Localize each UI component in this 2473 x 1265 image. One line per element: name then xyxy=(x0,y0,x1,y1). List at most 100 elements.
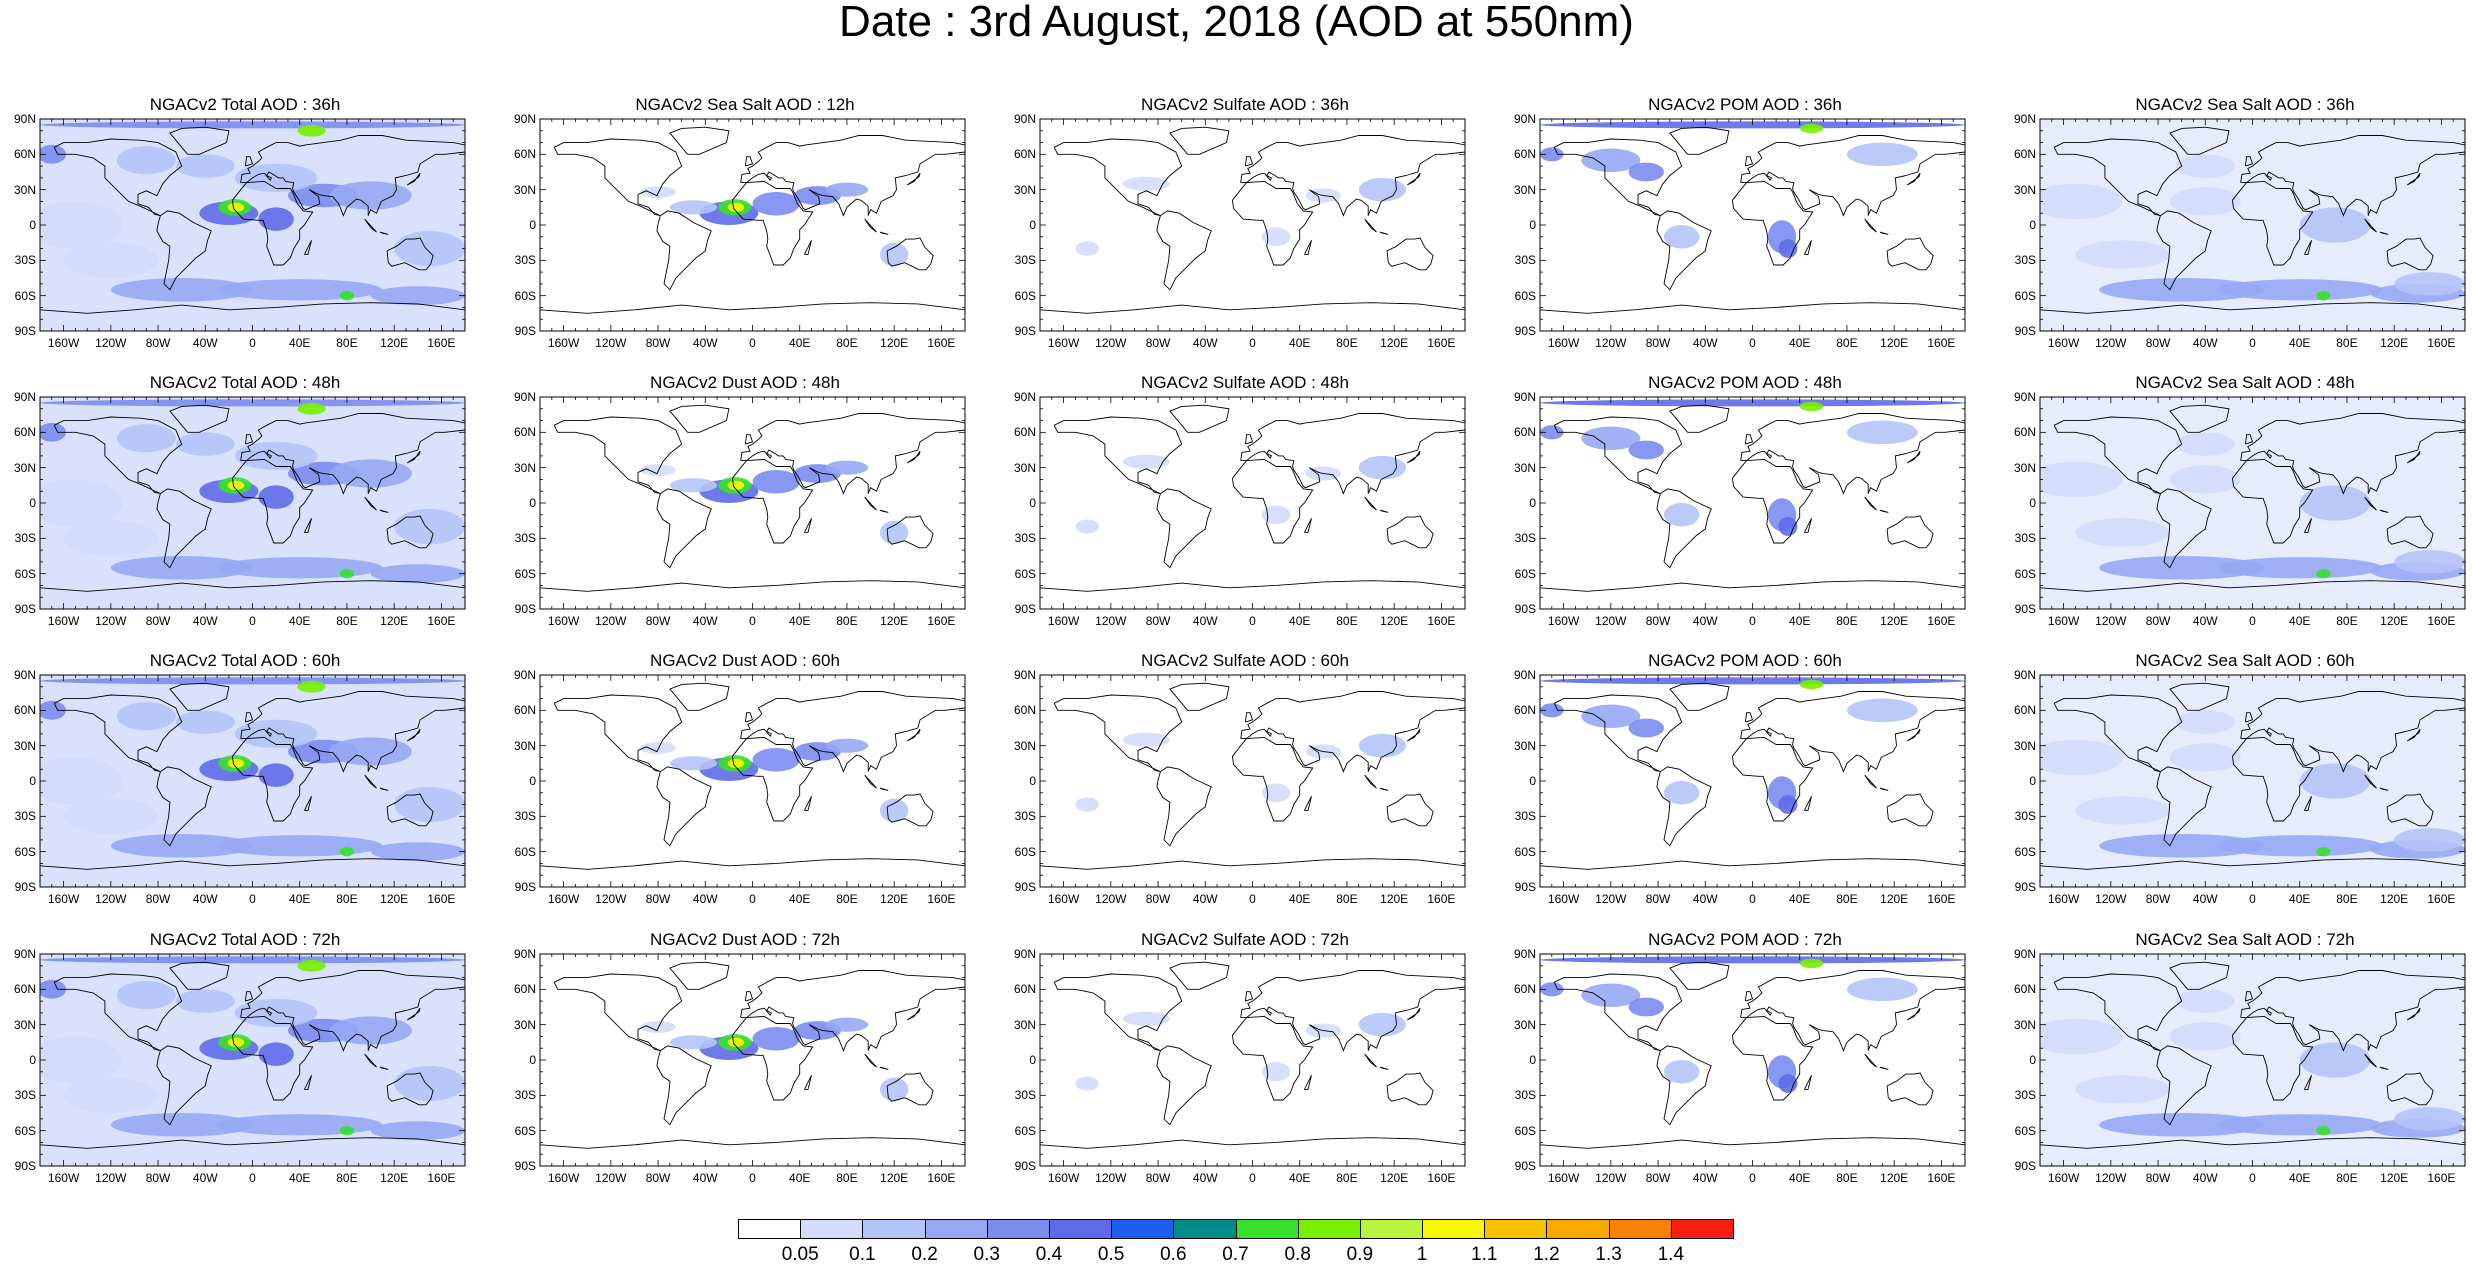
lon-tick-label: 120W xyxy=(95,1171,127,1185)
lon-tick-label: 80E xyxy=(1836,1171,1858,1185)
coastline xyxy=(1053,973,1183,1052)
colorbar-label: 0.3 xyxy=(973,1244,1000,1265)
colorbar-label: 0.6 xyxy=(1160,1244,1187,1265)
lat-tick-label: 60S xyxy=(2014,566,2036,581)
aod-plume xyxy=(1358,177,1406,202)
coastline xyxy=(169,126,230,155)
aod-plume xyxy=(669,1035,718,1050)
coastline xyxy=(740,135,965,217)
colorbar-label: 1.3 xyxy=(1595,1244,1622,1265)
aod-plume xyxy=(227,758,245,769)
lon-tick-label: 160E xyxy=(1427,614,1456,628)
aod-plume xyxy=(329,737,412,766)
lon-tick-label: 0 xyxy=(1249,1171,1256,1185)
coastline xyxy=(1731,736,1814,822)
coastline xyxy=(1053,138,1183,217)
lon-tick-label: 160W xyxy=(547,892,580,906)
aod-plume xyxy=(1846,142,1918,167)
coastline xyxy=(1740,970,1965,1052)
aod-plume xyxy=(2169,187,2241,216)
lat-tick-label: 60S xyxy=(14,566,36,581)
aod-plume xyxy=(2217,557,2383,579)
coastline xyxy=(231,736,314,822)
lat-tick-label: 90S xyxy=(514,1159,536,1173)
colorbar-label: 0.8 xyxy=(1284,1244,1311,1265)
aod-plume xyxy=(110,556,253,580)
lon-tick-label: 160E xyxy=(927,892,956,906)
lon-tick-label: 40E xyxy=(789,614,811,628)
lon-tick-label: 120W xyxy=(1095,614,1127,628)
coastline xyxy=(1744,712,1754,723)
lon-tick-label: 40W xyxy=(2192,614,2218,628)
lat-tick-label: 0 xyxy=(529,496,536,510)
aod-plume xyxy=(1075,1076,1100,1091)
coastline xyxy=(744,434,754,445)
coastline xyxy=(740,970,965,1052)
lat-tick-label: 30S xyxy=(1514,1088,1536,1103)
coastline xyxy=(379,1066,389,1070)
lon-tick-label: 80W xyxy=(2145,1171,2171,1185)
lon-tick-label: 120E xyxy=(380,336,409,350)
coastline xyxy=(540,1137,965,1149)
colorbar xyxy=(738,1219,1734,1239)
coastline xyxy=(740,413,965,495)
lat-tick-label: 30N xyxy=(1013,460,1036,475)
coastline xyxy=(1744,434,1754,445)
coastline xyxy=(1303,518,1312,533)
aod-plume xyxy=(217,1114,383,1136)
aod-plume xyxy=(2299,1042,2371,1078)
lon-tick-label: 80W xyxy=(645,614,671,628)
coastline xyxy=(2406,450,2421,464)
coastline xyxy=(1364,1053,1377,1068)
lat-tick-label: 30S xyxy=(1514,809,1536,824)
panel-title: NGACv2 Sulfate AOD : 72h xyxy=(1141,930,1349,949)
lat-tick-label: 30S xyxy=(1014,809,1036,824)
lon-tick-label: 40E xyxy=(1789,1171,1811,1185)
lon-tick-label: 160E xyxy=(427,614,456,628)
aod-plume xyxy=(1663,1060,1700,1084)
aod-plume xyxy=(217,279,383,301)
coastline xyxy=(1553,138,1683,217)
coastline xyxy=(1553,973,1683,1052)
aod-plume xyxy=(2175,432,2235,456)
coastline xyxy=(553,694,683,773)
coastline xyxy=(2406,728,2421,742)
aod-plume xyxy=(227,480,245,491)
coastline xyxy=(364,774,377,789)
aod-plume xyxy=(227,1037,245,1048)
world-map xyxy=(1039,953,1466,1167)
lat-tick-label: 0 xyxy=(1529,774,1536,788)
lon-tick-label: 40W xyxy=(2192,892,2218,906)
coastline xyxy=(244,712,254,723)
lon-tick-label: 40W xyxy=(192,614,218,628)
coastline xyxy=(386,515,434,549)
lon-tick-label: 40W xyxy=(1692,614,1718,628)
lat-tick-label: 30S xyxy=(2014,809,2036,824)
aod-plume xyxy=(234,163,318,193)
lon-tick-label: 40W xyxy=(192,1171,218,1185)
aod-plume xyxy=(116,146,176,175)
lat-tick-label: 90N xyxy=(2013,390,2036,404)
aod-plume xyxy=(2040,1018,2123,1055)
lon-tick-label: 40E xyxy=(2289,1171,2311,1185)
lat-tick-label: 30N xyxy=(13,1017,36,1032)
lon-tick-label: 80E xyxy=(836,1171,858,1185)
lon-tick-label: 160W xyxy=(47,614,80,628)
coastline xyxy=(1156,210,1212,291)
aod-plume xyxy=(2040,739,2123,776)
map-frame xyxy=(539,118,966,332)
aod-plume xyxy=(329,459,412,488)
coastline xyxy=(1231,736,1314,822)
world-map xyxy=(1039,674,1466,888)
coastline xyxy=(1386,1072,1434,1106)
lon-tick-label: 160E xyxy=(1427,336,1456,350)
lon-tick-label: 40W xyxy=(1192,336,1218,350)
aod-plume xyxy=(394,508,465,545)
lat-tick-label: 0 xyxy=(529,1053,536,1067)
coastline xyxy=(364,496,377,511)
coastline xyxy=(1386,237,1434,271)
coastline xyxy=(864,496,877,511)
aod-plume xyxy=(175,989,235,1013)
aod-plume xyxy=(2316,290,2331,301)
lat-tick-label: 90N xyxy=(13,668,36,682)
